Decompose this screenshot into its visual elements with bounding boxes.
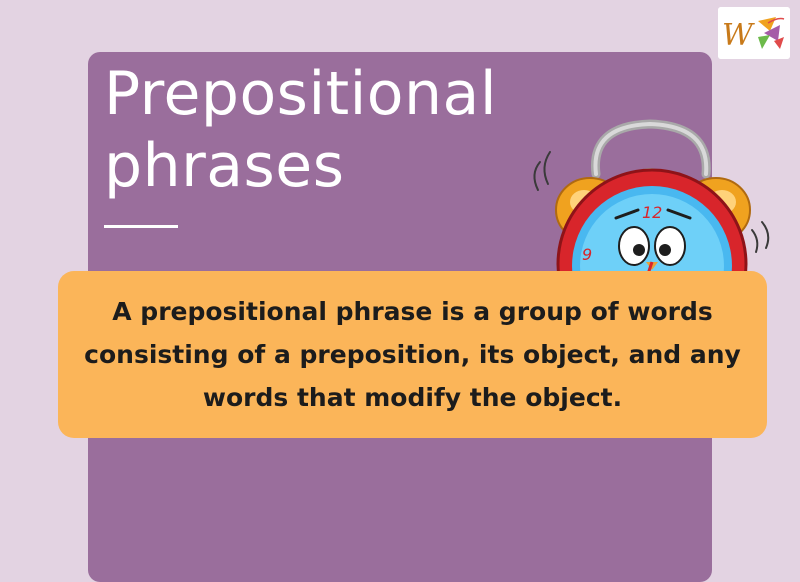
brand-logo-icon: W <box>718 7 790 59</box>
definition-box: A prepositional phrase is a group of wor… <box>58 271 767 438</box>
clock-numeral-12: 12 <box>642 203 662 222</box>
alarm-clock-illustration: 12 9 <box>533 119 770 282</box>
brand-logo-letter: W <box>722 18 755 53</box>
title-underline <box>104 225 178 228</box>
clock-numeral-9: 9 <box>582 245 592 264</box>
slide-title: Prepositional phrases <box>104 59 497 201</box>
brand-logo: W <box>718 7 790 59</box>
definition-text: A prepositional phrase is a group of wor… <box>84 297 741 412</box>
